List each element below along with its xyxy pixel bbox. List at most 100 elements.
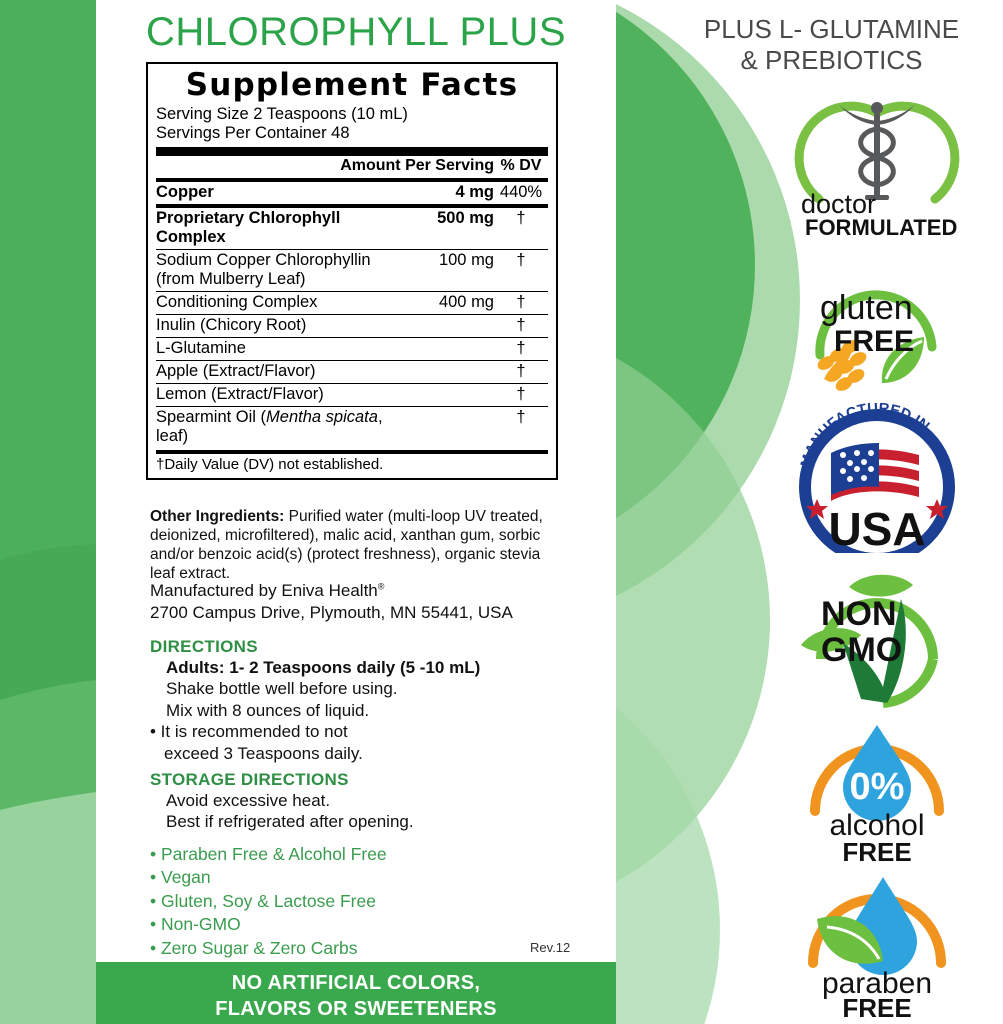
table-row-l-glutamine: L-Glutamine † [156, 336, 548, 361]
right-header: PLUS L- GLUTAMINE & PREBIOTICS [660, 14, 1003, 75]
other-ingredients-text: Purified water (multi-loop UV treated, d… [150, 508, 543, 582]
row-name-plain: Spearmint Oil [156, 407, 261, 426]
alcohol-free-icon: 0% alcohol FREE [810, 725, 944, 865]
row-name: Spearmint Oil (Mentha spicata, leaf) [156, 405, 398, 448]
right-header-line-2: & PREBIOTICS [740, 44, 923, 75]
row-name-italic: Mentha spicata [266, 407, 378, 426]
nutrient-rows: Copper 4 mg 440% [156, 182, 548, 204]
gluten-free-icon: gluten FREE [815, 289, 937, 391]
rule-under-headers [156, 177, 548, 182]
row-name: Inulin (Chicory Root) [156, 313, 398, 338]
table-row-proprietary-chlorophyll-complex: Proprietary Chlorophyll Complex 500 mg † [156, 208, 548, 249]
manufacturer-address: 2700 Campus Drive, Plymouth, MN 55441, U… [150, 602, 513, 622]
doctor-formulated-icon: doctor FORMULATED [794, 101, 960, 240]
row-name: Apple (Extract/Flavor) [156, 359, 398, 384]
banner-line-1: NO ARTIFICIAL COLORS, [231, 972, 481, 994]
row-amount [398, 336, 494, 361]
badge-line-1: doctor [801, 189, 876, 219]
badge-line-1: NON [821, 595, 897, 633]
table-row-inulin: Inulin (Chicory Root) † [156, 313, 548, 338]
manufacturer-block: Manufactured by Eniva Health® 2700 Campu… [150, 580, 570, 624]
badge-line-2: GMO [821, 631, 902, 669]
col-amount-per-serving: Amount Per Serving [340, 157, 494, 175]
non-gmo-icon: NON GMO [801, 574, 938, 708]
supplement-facts-table: Amount Per Serving % DV [156, 156, 548, 177]
row-dv: † [494, 405, 548, 448]
rule-thick-top [156, 147, 548, 157]
row-name: Sodium Copper Chlorophyllin (from Mulber… [156, 248, 398, 292]
badge-paraben-free: paraben FREE [762, 868, 992, 1024]
list-item: • Paraben Free & Alcohol Free [150, 844, 387, 864]
badge-line-0: 0% [850, 766, 905, 808]
row-amount [398, 405, 494, 448]
row-amount: 500 mg [437, 208, 494, 227]
row-dv: † [494, 382, 548, 407]
row-dv: † [494, 359, 548, 384]
rule-under-copper [156, 203, 548, 208]
directions-bullet-line1: • It is recommended to not [150, 722, 348, 742]
table-row-lemon: Lemon (Extract/Flavor) † [156, 382, 548, 407]
row-amount: 400 mg [398, 290, 494, 315]
storage-body: Avoid excessive heat. Best if refrigerat… [150, 790, 580, 833]
row-dv: † [494, 336, 548, 361]
no-artificial-banner: NO ARTIFICIAL COLORS, FLAVORS OR SWEETEN… [96, 962, 616, 1024]
row-name: Conditioning Complex [156, 290, 398, 315]
list-item: • Zero Sugar & Zero Carbs [150, 937, 358, 958]
list-item: • It is recommended to not exceed 3 Teas… [150, 721, 580, 764]
row-amount [398, 313, 494, 338]
table-row-sodium-copper-chlorophyllin: Sodium Copper Chlorophyllin (from Mulber… [156, 248, 548, 292]
badge-line-2: FORMULATED [805, 215, 957, 240]
directions-mix: Mix with 8 ounces of liquid. [166, 700, 370, 720]
row-amount [398, 382, 494, 407]
row-dv: † [494, 313, 548, 338]
badge-manufactured-in-usa: MANUFACTURED IN USA [762, 400, 992, 556]
badge-line-2: FREE [842, 993, 911, 1021]
badge-line-1: alcohol [829, 809, 924, 842]
manufacturer-name-text: Manufactured by Eniva Health [150, 581, 378, 600]
storage-line-2: Best if refrigerated after opening. [166, 812, 414, 832]
badge-non-gmo: NON GMO [762, 556, 992, 712]
row-name: Copper [156, 182, 214, 201]
list-item: • Non-GMO [150, 914, 241, 935]
col-percent-dv: % DV [500, 157, 542, 175]
row-amount: 100 mg [398, 248, 494, 292]
directions-block: DIRECTIONS Adults: 1- 2 Teaspoons daily … [150, 637, 580, 764]
directions-shake: Shake bottle well before using. [166, 679, 398, 699]
badge-alcohol-free: 0% alcohol FREE [762, 712, 992, 868]
row-name: Lemon (Extract/Flavor) [156, 382, 398, 407]
banner-line-2: FLAVORS OR SWEETENERS [215, 998, 497, 1021]
proprietary-blend-rows: Proprietary Chlorophyll Complex 500 mg †… [156, 208, 548, 448]
row-dv: † [494, 248, 548, 292]
table-row-spearmint-oil: Spearmint Oil (Mentha spicata, leaf) † [156, 405, 548, 448]
row-dv: † [516, 208, 526, 227]
paraben-free-icon: paraben FREE [808, 877, 946, 1021]
table-row-conditioning-complex: Conditioning Complex 400 mg † [156, 290, 548, 315]
badge-doctor-formulated: doctor FORMULATED [762, 88, 992, 244]
badge-line-1: paraben [822, 967, 932, 1000]
certification-badges: doctor FORMULATED [762, 88, 992, 1024]
registered-mark-icon: ® [377, 581, 385, 592]
other-ingredients: Other Ingredients: Purified water (multi… [150, 508, 550, 584]
daily-value-footnote: †Daily Value (DV) not established. [156, 455, 384, 473]
badge-line-2: FREE [842, 837, 911, 865]
directions-bullets: • It is recommended to not exceed 3 Teas… [150, 721, 580, 764]
manufacturer-name: Manufactured by Eniva Health® [150, 580, 570, 602]
table-row-apple: Apple (Extract/Flavor) † [156, 359, 548, 384]
supplement-facts-panel: Supplement Facts Serving Size 2 Teaspoon… [146, 62, 558, 480]
row-amount [398, 359, 494, 384]
row-dv: † [494, 290, 548, 315]
row-dv: 440% [499, 182, 543, 201]
badge-line-1: gluten [820, 289, 913, 327]
directions-bullet-line2: exceed 3 Teaspoons daily. [164, 743, 363, 763]
supplement-facts-heading: Supplement Facts [185, 67, 519, 103]
revision-code: Rev.12 [530, 940, 571, 955]
row-name-tail: , leaf) [156, 407, 383, 445]
right-header-line-1: PLUS L- GLUTAMINE [703, 14, 960, 44]
rule-bottom [156, 449, 548, 454]
other-ingredients-label: Other Ingredients: [150, 508, 285, 525]
directions-dose: Adults: 1- 2 Teaspoons daily (5 -10 mL) [166, 658, 481, 677]
manufactured-in-usa-icon: MANUFACTURED IN USA [797, 403, 955, 553]
badge-line-2: FREE [834, 325, 914, 358]
table-header-row: Amount Per Serving % DV [156, 156, 548, 177]
